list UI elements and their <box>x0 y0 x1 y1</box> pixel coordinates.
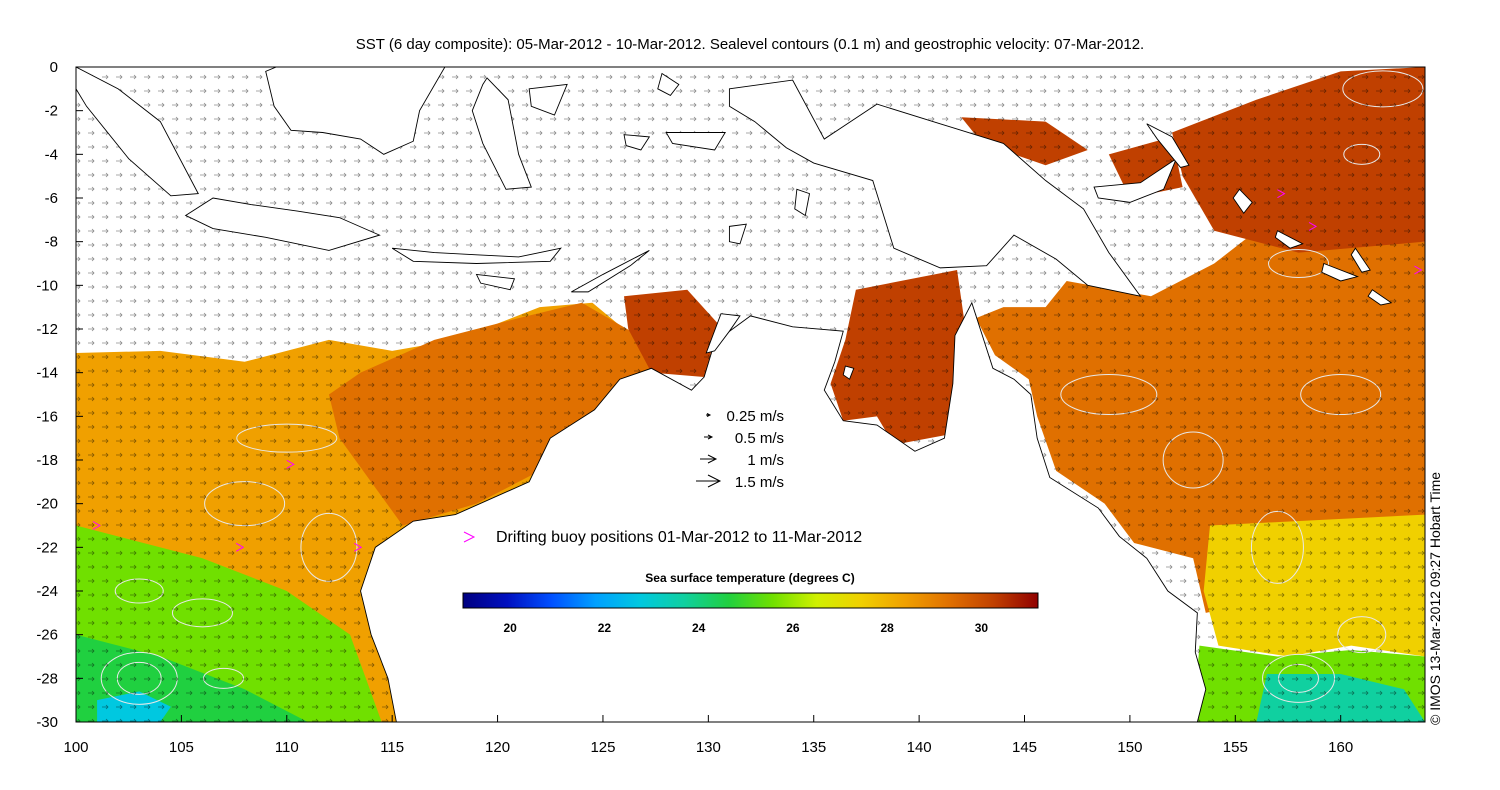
y-tick-label: -26 <box>36 627 58 644</box>
bougainville-island <box>1232 188 1253 215</box>
new-guinea-landmass <box>728 79 1142 297</box>
velocity-key-arrow <box>700 454 718 464</box>
velocity-key-label: 1.5 m/s <box>735 474 784 491</box>
y-tick-label: -12 <box>36 321 58 338</box>
y-tick-label: -30 <box>36 714 58 731</box>
y-tick-label: -20 <box>36 496 58 513</box>
x-tick-label: 140 <box>907 739 932 756</box>
y-tick-label: -24 <box>36 583 58 600</box>
new-ireland-island <box>1146 123 1190 168</box>
colorbar-tick-label: 28 <box>881 621 895 635</box>
credit-text: © IMOS 13-Mar-2012 09:27 Hobart Time <box>1427 471 1443 725</box>
velocity-key-arrow <box>706 413 712 417</box>
y-tick-label: -18 <box>36 452 58 469</box>
buoy-track-marker <box>92 521 101 530</box>
new-britain-island <box>1093 157 1178 203</box>
y-tick-label: -14 <box>36 365 58 382</box>
lesser-sunda-islands <box>391 247 562 264</box>
colorbar-tick-label: 22 <box>598 621 612 635</box>
halmahera-island <box>657 72 680 96</box>
y-tick-label: -16 <box>36 408 58 425</box>
x-tick-label: 115 <box>380 739 404 756</box>
x-tick-label: 110 <box>275 739 299 756</box>
x-tick-label: 150 <box>1117 739 1142 756</box>
figure-title: SST (6 day composite): 05-Mar-2012 - 10-… <box>355 36 1145 53</box>
solomons-islands-1 <box>1274 230 1304 249</box>
y-tick-label: -8 <box>45 234 58 251</box>
buoy-track-marker <box>286 459 295 469</box>
sumatra-landmass <box>76 67 199 197</box>
colorbar-tick-label: 20 <box>503 621 517 635</box>
colorbar-ticks: 20 22 24 26 28 30 <box>503 621 988 635</box>
x-tick-label: 120 <box>485 739 510 756</box>
x-tick-label: 155 <box>1223 739 1248 756</box>
plot-frame <box>75 66 1426 723</box>
velocity-key-arrow <box>696 474 722 488</box>
solomons-makira <box>1367 289 1393 306</box>
y-tick-label: -6 <box>45 190 58 207</box>
y-tick-label: -10 <box>36 277 58 294</box>
x-tick-label: 105 <box>169 739 194 756</box>
groote-eylandt <box>842 365 855 380</box>
y-tick-label: -4 <box>45 146 58 163</box>
x-tick-label: 125 <box>590 739 615 756</box>
sulawesi-landmass <box>471 77 532 190</box>
buoy-track-marker <box>353 542 363 552</box>
buoy-legend-label: Drifting buoy positions 01-Mar-2012 to 1… <box>496 529 862 546</box>
colorbar-tick-label: 24 <box>692 621 706 635</box>
velocity-key-arrow <box>704 434 714 440</box>
y-axis: 0 -2 -4 -6 -8 -10 -12 -14 -16 -18 -20 -22 -24 -26 -28 -… <box>36 59 83 731</box>
sst-colorbar: Sea surface temperature (degrees C) 20 22… <box>462 571 1039 635</box>
buoy-track-marker <box>1414 265 1423 275</box>
tanimbar-islands <box>728 223 747 245</box>
velocity-key-label: 0.25 m/s <box>726 408 784 425</box>
buoy-track-marker <box>1308 221 1318 231</box>
buoy-track-marker <box>1277 189 1286 199</box>
colorbar-bar <box>462 592 1039 609</box>
y-tick-label: -22 <box>36 539 58 556</box>
y-tick-label: 0 <box>50 59 58 76</box>
sulawesi-east-arm <box>528 83 568 116</box>
borneo-landmass <box>265 67 446 155</box>
y-tick-label: -2 <box>45 103 58 120</box>
sumba-island <box>475 273 516 291</box>
colorbar-title: Sea surface temperature (degrees C) <box>645 571 854 585</box>
x-tick-label: 100 <box>63 739 88 756</box>
velocity-key-label: 1 m/s <box>747 452 784 469</box>
melville-bathurst-island <box>705 313 741 354</box>
y-tick-label: -28 <box>36 670 58 687</box>
colorbar-tick-label: 30 <box>975 621 989 635</box>
solomons-malaita <box>1350 247 1371 273</box>
buoy-legend: Drifting buoy positions 01-Mar-2012 to 1… <box>463 529 862 546</box>
x-tick-label: 145 <box>1012 739 1037 756</box>
x-tick-label: 130 <box>696 739 721 756</box>
landmasses <box>76 67 1393 722</box>
java-landmass <box>184 197 381 251</box>
velocity-key-label: 0.5 m/s <box>735 430 784 447</box>
velocity-legend: 0.25 m/s 0.5 m/s 1 m/s 1.5 m/s <box>696 408 784 491</box>
buru-island <box>623 134 651 151</box>
x-tick-label: 135 <box>801 739 826 756</box>
solomons-guadalcanal <box>1321 262 1360 282</box>
drifting-buoy-tracks <box>92 189 1423 552</box>
buoy-track-marker <box>235 542 245 552</box>
aru-islands <box>794 188 811 217</box>
colorbar-tick-label: 26 <box>786 621 800 635</box>
buoy-legend-marker <box>463 531 476 543</box>
x-axis: 100 105 110 115 120 125 130 135 140 145 150 155 160 <box>63 715 1353 756</box>
x-tick-label: 160 <box>1328 739 1353 756</box>
seram-island <box>665 132 727 151</box>
australia-landmass <box>360 301 1207 722</box>
map-plot-area <box>76 67 1425 722</box>
timor-island <box>571 250 650 293</box>
